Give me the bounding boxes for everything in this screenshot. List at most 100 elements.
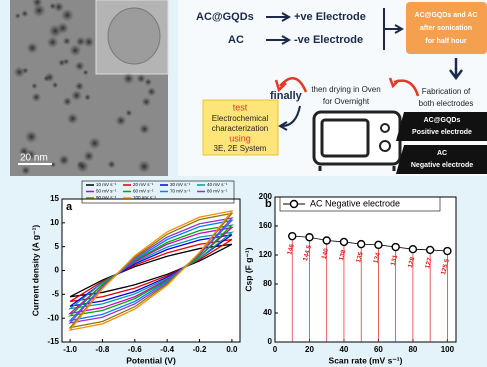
test-line: 3E, 2E System: [214, 144, 267, 153]
x-tick-label: 40: [339, 345, 348, 354]
y-tick-label: 5: [55, 242, 60, 251]
nanoparticle: [75, 61, 85, 71]
nanoparticle: [52, 82, 59, 89]
nanoparticle: [53, 2, 64, 13]
nanoparticle: [83, 150, 94, 161]
nanoparticle: [21, 166, 31, 176]
point: [358, 241, 365, 248]
legend-label: 100 mV s⁻¹: [133, 195, 156, 200]
y-tick-label: 0: [55, 266, 60, 275]
panel-label: a: [66, 201, 73, 213]
scale-label: 20 nm: [20, 153, 48, 164]
legend-label: 60 mV s⁻¹: [133, 189, 154, 194]
nanoparticle: [43, 75, 50, 82]
row1-right: +ve Electrode: [294, 11, 366, 23]
nanoparticle: [147, 87, 156, 96]
point: [323, 237, 330, 244]
graphical-abstract: 20 nm AC@GQDs AC +ve Electrode -ve Elect…: [0, 0, 487, 367]
nanoparticle: [21, 10, 28, 17]
sonication-line: AC@GQDs and AC: [415, 12, 478, 19]
y-tick-label: -5: [52, 289, 60, 298]
negative-line: Negative electrode: [411, 162, 473, 169]
x-tick-label: -0.4: [160, 345, 174, 354]
x-axis-title: Scan rate (mV s⁻¹): [329, 355, 403, 365]
row2-right: -ve Electrode: [294, 34, 363, 46]
nanoparticle: [57, 22, 69, 34]
positive-line: AC@GQDs: [424, 117, 461, 124]
test-line: test: [233, 102, 248, 112]
nanoparticle: [25, 130, 38, 143]
nanoparticle: [141, 97, 151, 107]
y-tick-label: -10: [47, 313, 59, 322]
fabrication-line: Fabrication of: [422, 87, 471, 96]
nanoparticle: [125, 109, 132, 116]
x-axis-title: Potential (V): [126, 355, 176, 365]
nanoparticle: [26, 42, 38, 54]
nanoparticle: [84, 94, 91, 101]
nanoparticle: [139, 123, 150, 134]
nanoparticle: [31, 92, 41, 102]
y-tick-label: 10: [50, 218, 59, 227]
nanoparticle: [115, 115, 126, 126]
x-tick-label: 100: [441, 345, 455, 354]
legend-label: 70 mV s⁻¹: [170, 189, 191, 194]
x-tick-label: 0: [273, 345, 278, 354]
row2-left: AC: [228, 34, 244, 46]
y-tick-label: 40: [263, 308, 272, 317]
drying-line: for Overnight: [323, 97, 370, 106]
nanoparticle: [83, 69, 89, 75]
nanoparticle: [58, 154, 70, 166]
nanoparticle: [107, 160, 116, 169]
y-tick-label: 80: [263, 279, 272, 288]
nanoparticle: [15, 13, 21, 19]
nanoparticle: [63, 37, 71, 45]
test-line: characterization: [212, 124, 268, 133]
point: [409, 246, 416, 253]
point: [392, 244, 399, 251]
legend-label: 80 mV s⁻¹: [207, 189, 228, 194]
legend-marker: [291, 201, 298, 208]
sonication-line: for half hour: [425, 38, 466, 45]
drying-line: then drying in Oven: [311, 85, 380, 94]
tem-image: 20 nm: [10, 0, 168, 176]
legend-label: AC Negative electrode: [310, 198, 400, 208]
scheme: AC@GQDs AC +ve Electrode -ve Electrode A…: [178, 0, 487, 176]
y-axis-title: Csp (F g⁻¹): [243, 247, 253, 291]
point: [289, 233, 296, 240]
y-tick-label: -15: [47, 337, 59, 346]
page: 20 nm AC@GQDs AC +ve Electrode -ve Elect…: [0, 0, 487, 367]
nanoparticle: [75, 82, 85, 92]
x-tick-label: -1.0: [63, 345, 77, 354]
nanoparticle: [67, 113, 79, 125]
x-tick-label: 20: [305, 345, 314, 354]
nanoparticle: [137, 160, 150, 173]
y-tick-label: 160: [259, 221, 273, 230]
legend-label: 30 mV s⁻¹: [170, 182, 191, 187]
x-tick-label: 60: [374, 345, 383, 354]
panel-label: b: [265, 198, 272, 210]
nanoparticle: [88, 137, 101, 150]
y-tick-label: 120: [259, 250, 273, 259]
plot-area: [62, 199, 240, 342]
y-tick-label: 15: [50, 194, 59, 203]
nanoparticle: [71, 90, 82, 101]
nanoparticle: [58, 59, 66, 67]
x-tick-label: -0.2: [193, 345, 207, 354]
legend-label: 90 mV s⁻¹: [96, 195, 117, 200]
test-line: Electrochemical: [212, 114, 269, 123]
negative-line: AC: [437, 150, 447, 157]
nanoparticle: [22, 67, 29, 74]
legend-label: 40 mV s⁻¹: [207, 182, 228, 187]
point: [340, 238, 347, 245]
legend-label: 10 mV s⁻¹: [96, 182, 117, 187]
nanoparticle: [123, 73, 135, 85]
x-tick-label: 80: [408, 345, 417, 354]
nanoparticle: [75, 36, 85, 46]
x-tick-label: -0.6: [128, 345, 142, 354]
nanoparticle: [47, 36, 59, 48]
point: [427, 246, 434, 253]
point: [375, 241, 382, 248]
nanoparticle: [31, 83, 37, 89]
point: [306, 234, 313, 241]
nanoparticle: [63, 97, 73, 107]
